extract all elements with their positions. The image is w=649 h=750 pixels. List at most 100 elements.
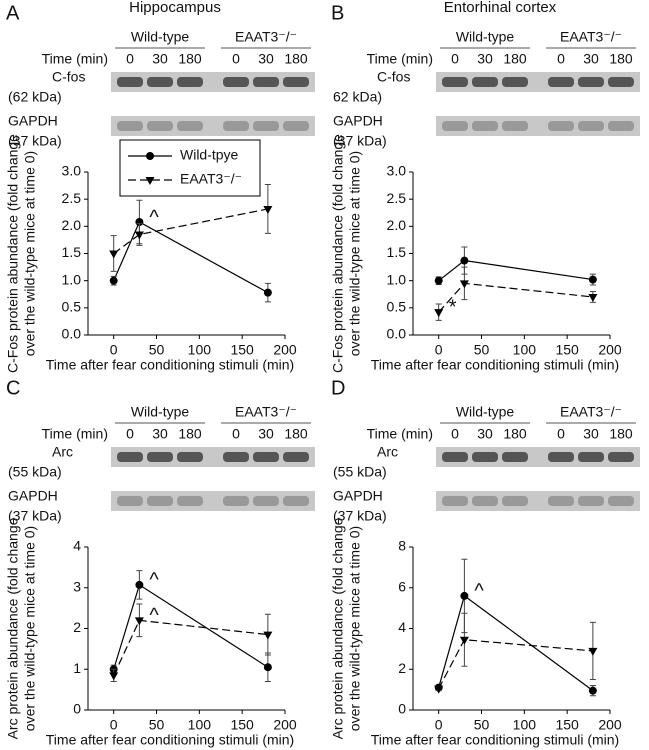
y-tick-label: 4 <box>398 619 406 635</box>
point <box>434 309 444 318</box>
lane-time: 0 <box>232 426 240 442</box>
y-tick-label: 1.0 <box>62 271 82 287</box>
x-tick-label: 200 <box>598 342 622 358</box>
blot-row-name: GAPDH <box>333 488 383 504</box>
blot-band <box>283 121 309 131</box>
point <box>588 686 597 695</box>
x-tick-label: 150 <box>230 342 254 358</box>
blot-row-size: (37 kDa) <box>8 508 62 524</box>
point <box>134 231 144 240</box>
annotation: ^ <box>149 605 159 627</box>
lane-time: 180 <box>609 51 633 67</box>
lane-time: 30 <box>258 51 274 67</box>
blot-band <box>177 452 203 462</box>
blot-band <box>223 77 249 87</box>
blot-group: EAAT3⁻/⁻ <box>235 404 297 420</box>
blot-row-name: C-fos <box>52 69 85 85</box>
blot-band <box>147 77 173 87</box>
legend-marker <box>146 152 154 160</box>
blot-band <box>548 121 574 131</box>
blot-band <box>147 121 173 131</box>
time-label: Time (min) <box>367 51 433 67</box>
x-tick-label: 100 <box>513 342 537 358</box>
annotation: * <box>449 296 457 318</box>
lane-time: 180 <box>178 51 202 67</box>
blot-row-size: 62 kDa) <box>333 89 382 105</box>
blot-row-name: Arc <box>377 444 398 460</box>
blot-band <box>177 121 203 131</box>
point <box>459 636 469 645</box>
series-line <box>438 639 593 689</box>
y-tick-label: 4 <box>73 538 81 554</box>
blot-band <box>177 77 203 87</box>
lane-time: 30 <box>583 426 599 442</box>
panel-letter: B <box>331 2 344 24</box>
x-tick-label: 150 <box>555 342 579 358</box>
y-axis-label: over the wild-type mice at time 0) <box>347 151 363 356</box>
lane-time: 180 <box>503 426 527 442</box>
point <box>460 256 469 265</box>
lane-time: 0 <box>126 51 134 67</box>
point <box>263 288 272 297</box>
x-tick-label: 50 <box>474 717 490 733</box>
blot-band <box>502 452 528 462</box>
blot-band <box>472 121 498 131</box>
y-tick-label: 2 <box>398 660 406 676</box>
blot-band <box>548 452 574 462</box>
legend-box <box>119 139 261 197</box>
lane-time: 0 <box>232 51 240 67</box>
blot-band <box>117 77 143 87</box>
blot-band <box>117 496 143 506</box>
blot-band <box>117 452 143 462</box>
time-label: Time (min) <box>367 426 433 442</box>
lane-time: 0 <box>557 426 565 442</box>
x-tick-label: 0 <box>110 342 118 358</box>
blot-band <box>177 496 203 506</box>
y-axis-label: C-Fos protein abundance (fold change <box>5 134 21 373</box>
blot-band <box>253 452 279 462</box>
blot-row-size: (37 kDa) <box>333 133 387 149</box>
point <box>434 276 443 285</box>
x-axis-label: Time after fear conditioning stimuli (mi… <box>46 357 294 373</box>
lane-time: 180 <box>178 426 202 442</box>
time-label: Time (min) <box>42 51 108 67</box>
blot-band <box>442 496 468 506</box>
legend-label: Wild-tpye <box>180 147 239 163</box>
blot-band <box>223 452 249 462</box>
y-tick-label: 6 <box>398 578 406 594</box>
blot-band <box>608 77 634 87</box>
x-tick-label: 100 <box>513 717 537 733</box>
blot-band <box>253 496 279 506</box>
y-tick-label: 2 <box>73 619 81 635</box>
series-line <box>438 282 593 313</box>
blot-row-name: C-fos <box>377 69 410 85</box>
blot-band <box>608 121 634 131</box>
blot-row-size: (55 kDa) <box>8 464 62 480</box>
point <box>434 685 444 694</box>
legend-marker <box>145 177 155 185</box>
blot-row-size: (37 kDa) <box>8 133 62 149</box>
point <box>134 617 144 626</box>
panel: D Wild-type EAAT3⁻/⁻ Time (min) 0 30 180 0 30 180… <box>330 377 640 748</box>
x-tick-label: 50 <box>149 342 165 358</box>
y-tick-label: 0.5 <box>387 299 407 315</box>
blot-band <box>253 121 279 131</box>
y-tick-label: 1.5 <box>387 244 407 260</box>
x-axis-label: Time after fear conditioning stimuli (mi… <box>371 357 619 373</box>
x-tick-label: 100 <box>188 342 212 358</box>
blot-band <box>578 452 604 462</box>
blot-band <box>147 496 173 506</box>
point <box>588 293 598 302</box>
y-axis-label: over the wild-type mice at time 0) <box>22 151 38 356</box>
panel-title: Entorhinal cortex <box>444 0 557 16</box>
lane-time: 180 <box>284 51 308 67</box>
blot-band <box>578 121 604 131</box>
point <box>109 672 119 681</box>
panel-letter: C <box>6 377 20 399</box>
blot-band <box>472 496 498 506</box>
x-tick-label: 50 <box>474 342 490 358</box>
lane-time: 30 <box>477 426 493 442</box>
y-tick-label: 1 <box>73 660 81 676</box>
point <box>459 280 469 289</box>
y-tick-label: 0.0 <box>387 326 407 342</box>
